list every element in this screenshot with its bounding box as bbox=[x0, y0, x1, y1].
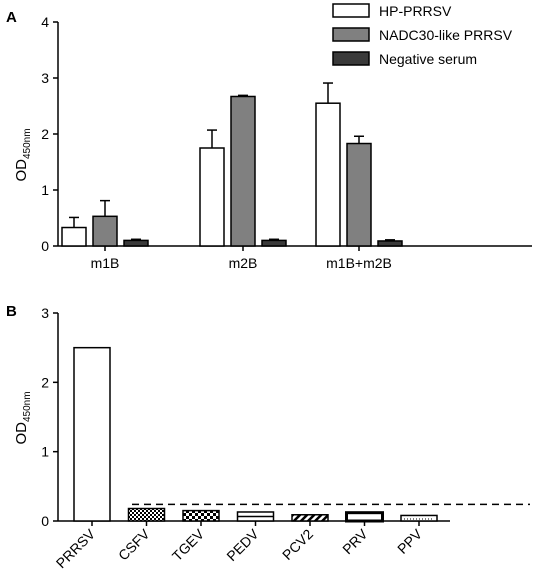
category-label-m1b: m1B bbox=[91, 255, 120, 271]
panel-b-y-tick-label: 3 bbox=[41, 305, 49, 321]
bar-prv bbox=[345, 511, 384, 523]
panel-a-y-tick-label: 1 bbox=[41, 182, 49, 198]
panel-b-axes bbox=[57, 313, 450, 522]
panel-b-y-ticks: 0 1 2 3 bbox=[41, 305, 58, 529]
legend-swatch-nadc30-like-prrsv bbox=[332, 27, 370, 42]
panel-b-y-tick-label: 2 bbox=[41, 374, 49, 390]
panel-b-label: B bbox=[6, 303, 17, 320]
bar-prrsv bbox=[73, 346, 111, 522]
bar-negative-serum-m1b bbox=[123, 239, 149, 247]
panel-a-y-axis-label: OD450nm bbox=[13, 128, 33, 181]
legend-label-negative-serum: Negative serum bbox=[379, 51, 477, 67]
panel-b-y-tick-label: 1 bbox=[41, 444, 49, 460]
panel-a-bars bbox=[61, 95, 403, 247]
bar-pcv2 bbox=[291, 514, 329, 522]
panel-a-label: A bbox=[6, 9, 17, 26]
panel-b-chart: B 0 1 2 3 PRRSV CSFV TGEV PEDV PCV2 PRV PPV OD450… bbox=[6, 303, 530, 571]
panel-b-bars bbox=[73, 346, 438, 523]
legend-label-nadc30-like-prrsv: NADC30-like PRRSV bbox=[379, 27, 513, 43]
panel-a-legend: HP-PRRSV NADC30-like PRRSV Negative serum bbox=[332, 3, 513, 67]
panel-b-y-tick-label: 0 bbox=[41, 513, 49, 529]
category-label-prrsv: PRRSV bbox=[53, 525, 99, 571]
panel-a-y-tick-label: 2 bbox=[41, 126, 49, 142]
bar-csfv bbox=[127, 507, 166, 522]
panel-a-y-tick-label: 4 bbox=[41, 14, 49, 30]
panel-a-error-bars bbox=[69, 82, 395, 241]
bar-hp-prrsv-m1b bbox=[61, 226, 87, 247]
bar-hp-prrsv-m2b bbox=[199, 147, 225, 247]
category-label-ppv: PPV bbox=[394, 525, 426, 557]
bar-nadc30-like-prrsv-m1b-m2b bbox=[346, 142, 372, 247]
bar-negative-serum-m1b-m2b bbox=[377, 240, 403, 247]
category-label-tgev: TGEV bbox=[169, 525, 208, 564]
panel-b-y-axis-label: OD450nm bbox=[13, 391, 33, 444]
bar-hp-prrsv-m1b-m2b bbox=[315, 102, 341, 247]
category-label-m2b: m2B bbox=[229, 255, 258, 271]
bar-ppv bbox=[400, 514, 438, 522]
panel-a-y-tick-label: 3 bbox=[41, 70, 49, 86]
category-label-m1b-m2b: m1B+m2B bbox=[326, 255, 392, 271]
legend-swatch-hp-prrsv bbox=[332, 3, 370, 18]
legend-label-hp-prrsv: HP-PRRSV bbox=[379, 3, 452, 19]
panel-a-categories: m1B m2B m1B+m2B bbox=[91, 246, 392, 271]
category-label-pcv2: PCV2 bbox=[279, 526, 316, 563]
panel-a-y-ticks: 0 1 2 3 4 bbox=[41, 14, 58, 254]
category-label-pedv: PEDV bbox=[223, 525, 262, 564]
category-label-csfv: CSFV bbox=[115, 525, 153, 563]
bar-tgev bbox=[182, 509, 220, 522]
bar-nadc30-like-prrsv-m2b bbox=[230, 95, 256, 247]
panel-a-y-tick-label: 0 bbox=[41, 238, 49, 254]
bar-negative-serum-m2b bbox=[261, 239, 287, 247]
bar-nadc30-like-prrsv-m1b bbox=[92, 215, 118, 247]
legend-swatch-negative-serum bbox=[332, 51, 370, 66]
panel-a-chart: A 0 1 2 3 4 m1B m2B m1B+m2B HP-PRRSV NADC30-lik… bbox=[6, 3, 532, 271]
panel-b-categories: PRRSV CSFV TGEV PEDV PCV2 PRV PPV bbox=[53, 521, 426, 571]
category-label-prv: PRV bbox=[339, 525, 371, 557]
